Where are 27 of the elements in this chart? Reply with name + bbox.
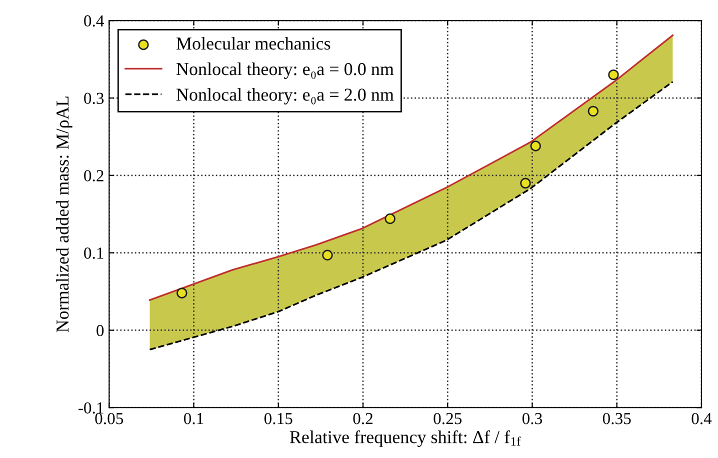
x-tick-label: 0.4 xyxy=(692,412,712,424)
y-axis-title: Normalized added mass: M/ρAL xyxy=(56,96,72,332)
y-tick-label: 0 xyxy=(96,324,104,336)
x-tick-label: 0.15 xyxy=(264,412,292,424)
x-tick-label: 0.05 xyxy=(95,412,124,424)
x-tick-label: 0.35 xyxy=(602,412,631,424)
legend-label: Molecular mechanics xyxy=(176,36,330,50)
legend-label: Nonlocal theory: e₀a = 0.0 nm xyxy=(176,62,394,79)
y-tick-label: -0.1 xyxy=(78,402,104,414)
y-tick-label: 0.4 xyxy=(84,15,104,27)
point xyxy=(588,106,599,117)
x-tick-label: 0.25 xyxy=(434,412,462,424)
y-tick-label: 0.1 xyxy=(84,248,104,259)
point xyxy=(520,178,531,189)
point xyxy=(608,69,619,80)
x-axis-title: Relative frequency shift: Δf / f$_{1f}$ xyxy=(290,430,521,447)
x-tick-label: 0.3 xyxy=(522,412,542,424)
y-tick-label: 0.2 xyxy=(84,170,104,182)
point xyxy=(530,140,541,152)
x-tick-label: 0.2 xyxy=(353,412,372,424)
y-tick-label: 0.3 xyxy=(84,92,104,104)
line-series xyxy=(148,34,674,301)
x-tick-label: 0.1 xyxy=(184,412,204,424)
point xyxy=(384,213,396,224)
point xyxy=(322,250,333,260)
point xyxy=(176,288,188,298)
legend-label: Nonlocal theory: e₀a = 2.0 nm xyxy=(176,88,394,104)
